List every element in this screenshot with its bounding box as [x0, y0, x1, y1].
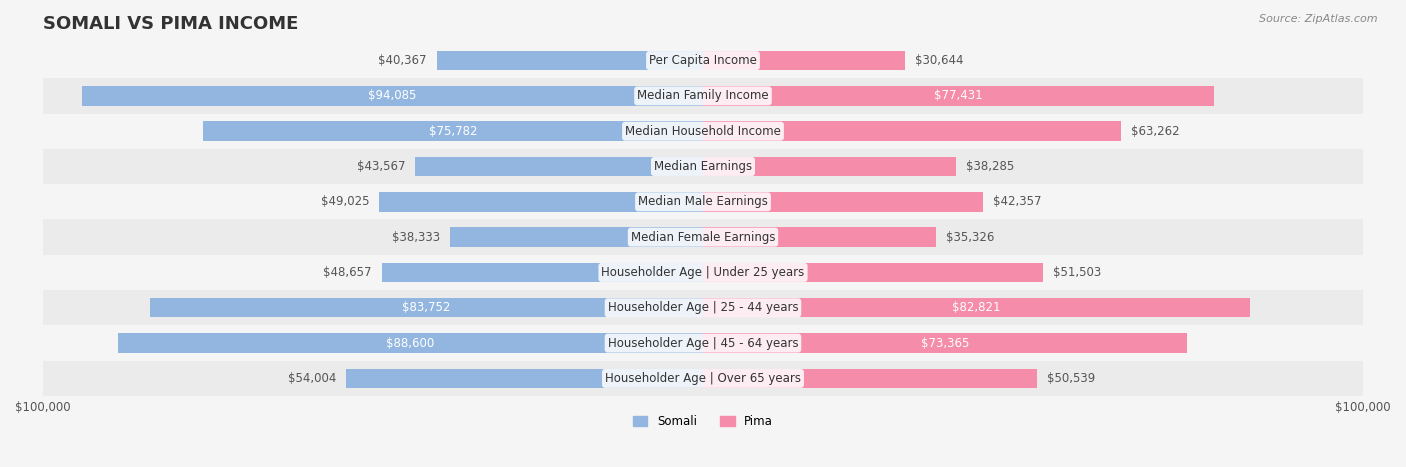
- Text: Median Earnings: Median Earnings: [654, 160, 752, 173]
- Bar: [42, 78, 1364, 113]
- Text: $83,752: $83,752: [402, 301, 451, 314]
- Bar: [450, 227, 703, 247]
- Bar: [42, 219, 1364, 255]
- Text: $43,567: $43,567: [357, 160, 405, 173]
- Text: $38,285: $38,285: [966, 160, 1014, 173]
- Text: $50,539: $50,539: [1046, 372, 1095, 385]
- Bar: [703, 263, 1043, 282]
- Bar: [382, 263, 703, 282]
- Bar: [380, 192, 703, 212]
- Text: $94,085: $94,085: [368, 89, 416, 102]
- Text: Householder Age | 45 - 64 years: Householder Age | 45 - 64 years: [607, 337, 799, 350]
- Bar: [42, 255, 1364, 290]
- Bar: [346, 369, 703, 388]
- Text: Median Household Income: Median Household Income: [626, 125, 780, 138]
- Text: Median Female Earnings: Median Female Earnings: [631, 231, 775, 244]
- Bar: [703, 51, 905, 70]
- Bar: [436, 51, 703, 70]
- Bar: [42, 113, 1364, 149]
- Text: Per Capita Income: Per Capita Income: [650, 54, 756, 67]
- Text: Median Male Earnings: Median Male Earnings: [638, 195, 768, 208]
- Bar: [42, 290, 1364, 325]
- Text: $42,357: $42,357: [993, 195, 1040, 208]
- Bar: [703, 369, 1036, 388]
- Bar: [42, 361, 1364, 396]
- Bar: [42, 184, 1364, 219]
- Bar: [42, 325, 1364, 361]
- Text: $75,782: $75,782: [429, 125, 477, 138]
- Bar: [42, 43, 1364, 78]
- Text: $82,821: $82,821: [952, 301, 1001, 314]
- Text: $38,333: $38,333: [392, 231, 440, 244]
- Bar: [703, 192, 983, 212]
- Text: $54,004: $54,004: [288, 372, 336, 385]
- Text: Householder Age | 25 - 44 years: Householder Age | 25 - 44 years: [607, 301, 799, 314]
- Text: $77,431: $77,431: [934, 89, 983, 102]
- Bar: [703, 298, 1250, 318]
- Legend: Somali, Pima: Somali, Pima: [628, 410, 778, 432]
- Text: $51,503: $51,503: [1053, 266, 1101, 279]
- Text: $73,365: $73,365: [921, 337, 969, 350]
- Text: Householder Age | Over 65 years: Householder Age | Over 65 years: [605, 372, 801, 385]
- Bar: [703, 86, 1215, 106]
- Bar: [703, 227, 936, 247]
- Text: Householder Age | Under 25 years: Householder Age | Under 25 years: [602, 266, 804, 279]
- Bar: [703, 157, 956, 176]
- Text: SOMALI VS PIMA INCOME: SOMALI VS PIMA INCOME: [42, 15, 298, 33]
- Bar: [82, 86, 703, 106]
- Text: Median Family Income: Median Family Income: [637, 89, 769, 102]
- Text: Source: ZipAtlas.com: Source: ZipAtlas.com: [1260, 14, 1378, 24]
- Bar: [202, 121, 703, 141]
- Text: $30,644: $30,644: [915, 54, 963, 67]
- Text: $49,025: $49,025: [321, 195, 370, 208]
- Bar: [118, 333, 703, 353]
- Text: $40,367: $40,367: [378, 54, 426, 67]
- Bar: [703, 333, 1187, 353]
- Bar: [150, 298, 703, 318]
- Text: $63,262: $63,262: [1130, 125, 1180, 138]
- Text: $88,600: $88,600: [387, 337, 434, 350]
- Text: $48,657: $48,657: [323, 266, 371, 279]
- Bar: [42, 149, 1364, 184]
- Text: $35,326: $35,326: [946, 231, 994, 244]
- Bar: [703, 121, 1121, 141]
- Bar: [415, 157, 703, 176]
